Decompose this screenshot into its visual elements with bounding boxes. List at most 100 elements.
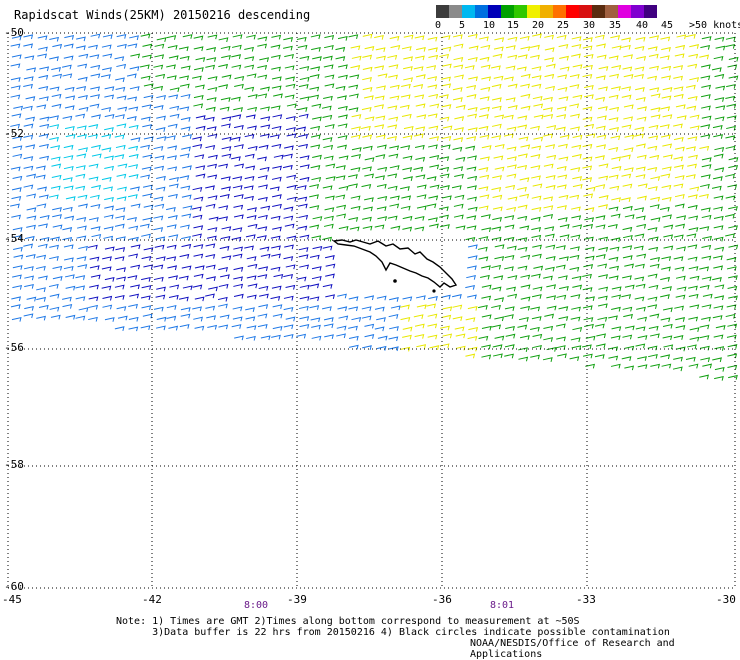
wind-barb xyxy=(166,64,176,70)
wind-barb xyxy=(454,194,465,200)
wind-barb xyxy=(181,243,192,249)
lon-label: -45 xyxy=(2,593,22,606)
wind-barb xyxy=(143,83,154,89)
wind-barb xyxy=(571,215,582,220)
wind-barb xyxy=(90,274,101,280)
wind-barb xyxy=(713,225,724,231)
wind-barb xyxy=(585,335,596,341)
wind-barb xyxy=(494,114,505,120)
wind-barb xyxy=(504,254,515,260)
wind-barb xyxy=(142,217,153,223)
time-label: 8:01 xyxy=(490,600,515,611)
wind-barb xyxy=(672,366,683,372)
wind-barb xyxy=(337,306,348,312)
wind-barb xyxy=(559,224,570,229)
wind-barb xyxy=(454,74,464,80)
wind-barb xyxy=(622,275,632,280)
wind-barb xyxy=(258,266,269,271)
wind-barb xyxy=(728,275,738,280)
wind-barb xyxy=(533,114,544,120)
wind-barb xyxy=(701,157,712,163)
wind-barb xyxy=(142,54,152,60)
wind-barb xyxy=(272,325,283,331)
wind-barb xyxy=(687,95,698,101)
wind-barb xyxy=(727,344,738,349)
wind-barb xyxy=(555,126,566,132)
wind-barb xyxy=(259,246,270,252)
wind-barb xyxy=(127,217,137,222)
wind-barb xyxy=(481,314,492,320)
wind-barb xyxy=(673,234,684,240)
wind-barb xyxy=(218,37,229,43)
wind-barb xyxy=(257,64,268,70)
wind-barb xyxy=(205,203,216,209)
wind-barb xyxy=(23,123,34,129)
wind-barb xyxy=(505,45,516,50)
wind-barb xyxy=(232,185,243,190)
wind-barb xyxy=(126,116,137,121)
wind-barb xyxy=(530,216,541,222)
wind-barb xyxy=(455,345,466,351)
wind-barb xyxy=(179,323,190,329)
wind-barb xyxy=(416,46,426,52)
wind-barb xyxy=(414,216,425,221)
wind-barb xyxy=(634,73,644,79)
wind-barb xyxy=(271,66,281,72)
wind-barb xyxy=(375,47,386,52)
wind-barb xyxy=(321,306,332,311)
wind-barb xyxy=(428,93,439,99)
wind-barb xyxy=(624,263,634,269)
wind-barb xyxy=(36,287,46,293)
wind-barb xyxy=(296,185,307,190)
wind-barb xyxy=(246,335,256,341)
wind-barb xyxy=(648,124,659,130)
wind-barb xyxy=(440,144,451,150)
wind-barb xyxy=(309,224,320,230)
wind-barb xyxy=(284,223,295,229)
wind-barb xyxy=(623,104,634,110)
wind-barb xyxy=(205,106,216,112)
wind-barb xyxy=(24,283,34,289)
wind-barb xyxy=(12,274,22,280)
wind-barb xyxy=(608,346,619,352)
wind-barb xyxy=(219,193,230,199)
wind-barb xyxy=(247,207,257,212)
wind-barb xyxy=(506,286,516,292)
wind-barb xyxy=(453,43,464,49)
wind-barb xyxy=(156,95,166,100)
wind-barb xyxy=(597,295,608,301)
wind-barb xyxy=(585,363,596,369)
wind-barb xyxy=(299,234,310,240)
wind-barb xyxy=(156,115,166,121)
wind-barb xyxy=(507,293,518,299)
wind-barb xyxy=(104,127,114,132)
wind-barb xyxy=(309,86,320,92)
wind-barb xyxy=(283,37,294,42)
wind-barb xyxy=(62,296,72,302)
wind-barb xyxy=(143,264,154,270)
wind-barb xyxy=(569,356,580,362)
wind-barb xyxy=(323,64,334,70)
wind-barb xyxy=(62,177,73,182)
wind-barb xyxy=(205,264,216,270)
wind-barb xyxy=(609,106,620,112)
wind-barbs xyxy=(10,33,739,381)
wind-barb xyxy=(26,193,37,199)
wind-barb xyxy=(609,265,620,271)
wind-barb xyxy=(388,153,399,159)
wind-barb xyxy=(598,204,608,209)
wind-barb xyxy=(231,44,242,50)
wind-barb xyxy=(156,286,166,292)
wind-barb xyxy=(88,176,99,182)
wind-barb xyxy=(245,165,256,171)
wind-barb xyxy=(649,204,660,209)
wind-barb xyxy=(312,216,323,221)
wind-barb xyxy=(610,35,621,40)
wind-barb xyxy=(168,234,179,239)
wind-barb xyxy=(192,75,202,81)
lat-label: -52 xyxy=(4,127,24,140)
wind-barb xyxy=(36,203,47,209)
wind-barb xyxy=(571,306,581,312)
wind-barb xyxy=(609,185,620,191)
wind-barb xyxy=(494,335,505,341)
